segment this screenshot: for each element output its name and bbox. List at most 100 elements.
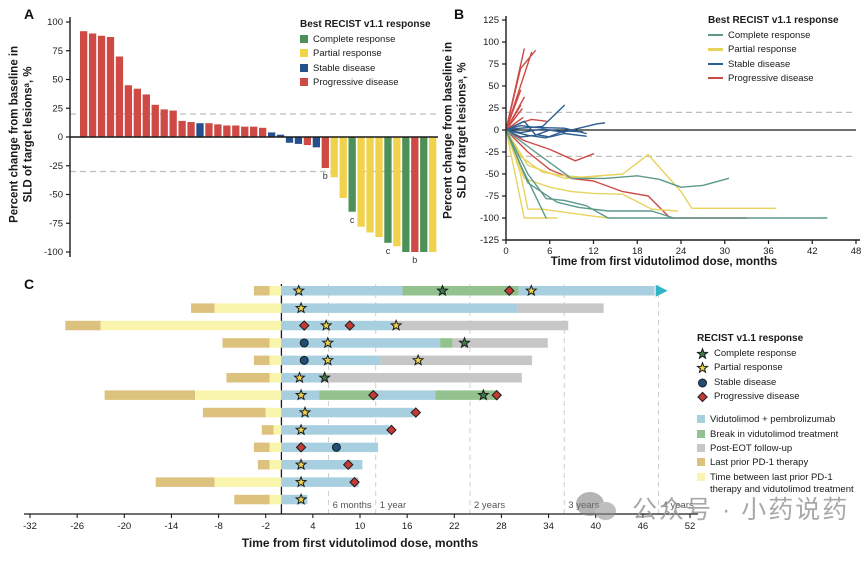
last-prior-pd1-therapy-swatch [697,458,705,467]
therapy-gap-bar [195,390,282,400]
milestone-label: 2 years [474,500,505,511]
waterfall-bar [375,137,383,238]
response-star-marker [298,405,312,418]
x-axis-tick-label: 0 [503,246,508,256]
response-star-marker [319,318,333,331]
panel-c-swimmer-plot: 6 months 1 year 2 years 3 years 4 years -32 -2… [23,284,698,532]
legend-title: RECIST v1.1 response [697,333,804,344]
waterfall-bar [402,137,410,252]
waterfall-bar [196,123,204,137]
waterfall-bar [178,120,186,137]
x-axis-tick-label: 52 [685,521,696,532]
waterfall-bars: b c c b [80,31,437,265]
y-axis-tick-label: 75 [52,46,63,57]
swimmer-row [155,475,360,488]
legend-label: Break in vidutolimod treatment [710,428,839,440]
response-star-marker [436,284,449,297]
y-axis-tick-label: -75 [49,218,63,229]
vidutolimod-treatment-bar [281,338,441,348]
bar-footnote-label: b [412,255,417,265]
waterfall-bar [285,137,294,143]
y-axis-tick-label: 25 [52,103,63,114]
progressive-disease-diamond-marker [298,320,310,331]
panel-c: C 6 months 1 year 2 years 3 years 4 years -32… [0,272,865,561]
post_eot-treatment-bar [452,338,548,348]
break-in-treatment-swatch [697,429,705,438]
response-line [505,129,609,219]
waterfall-bar [142,94,150,137]
waterfall-bar [429,137,437,252]
response-star-marker [292,284,306,297]
legend-marker-icon [697,391,708,403]
vidutolimod-treatment-bar [281,477,359,487]
waterfall-bar [259,127,267,137]
legend-item: Progressive disease [697,391,862,403]
response-line [505,129,679,212]
progressive-disease-diamond-marker [491,389,503,401]
legend-label: Complete response [728,30,811,41]
legend-item: Stable disease [300,63,431,75]
legend-label: Post-EOT follow-up [710,443,793,455]
legend-marker-icon [696,361,709,374]
vidutolimod-pembrolizumab-swatch [697,415,705,424]
waterfall-bar [106,36,115,138]
response-star-marker [321,353,335,366]
waterfall-bar [303,137,312,146]
therapy-gap-bar [269,338,282,348]
vidutolimod-treatment-bar [281,407,414,418]
therapy-gap-bar [214,303,282,313]
prior-pd1-therapy-bar [234,494,270,505]
legend-item: Post-EOT follow-up [697,443,862,455]
y-axis-tick-label: -50 [485,169,499,180]
y-axis-tick-label: -75 [485,191,499,202]
x-axis-tick-label: -2 [261,521,269,532]
progressive-disease-diamond-marker [349,476,360,488]
waterfall-bar [250,126,258,137]
legend-item: Vidutolimod + pembrolizumab [697,414,862,426]
x-axis-tick-label: 48 [851,246,862,256]
stable-disease-line-swatch [708,62,723,66]
legend-label: Stable disease [714,376,777,388]
break-treatment-bar [440,338,453,348]
legend-item: Partial response [696,361,862,374]
panel-a-y-axis-title: Percent change from baseline in SLD of t… [8,45,35,223]
legend-item: Partial response [708,44,839,56]
waterfall-bar [133,88,141,137]
post_eot-treatment-bar [517,303,604,313]
x-axis-tick-label: 16 [402,521,413,532]
waterfall-bar [115,56,124,137]
swimmer-row [191,301,604,314]
response-star-marker [321,336,335,349]
break-treatment-bar [435,390,499,400]
therapy-gap-bar [269,286,282,296]
waterfall-bar [267,132,276,137]
legend-label: Time between last prior PD-1 therapy and… [710,471,854,496]
swimmer-row [104,388,503,401]
prior-pd1-therapy-bar [155,477,215,487]
waterfall-bar [357,137,365,227]
x-axis-tick-label: 18 [632,246,643,256]
swimmer-row [253,442,379,453]
y-axis-tick-label: 0 [58,132,63,143]
bar-footnote-label: c [350,215,355,225]
response-star-marker [294,458,308,471]
legend-item: Stable disease [708,59,839,71]
swimmer-row [222,336,548,349]
milestone-label: 1 year [380,500,406,511]
post_eot-treatment-bar [322,373,522,383]
waterfall-bar [151,104,159,137]
waterfall-bar [420,137,428,252]
stable-disease-circle-marker [331,442,341,452]
x-axis-tick-label: -26 [70,521,84,532]
x-axis-tick-label: 46 [638,521,649,532]
panel-b-label: B [454,6,465,22]
legend-item: Complete response [300,34,431,46]
y-axis-tick-label: -125 [480,235,499,246]
response-line [505,129,777,210]
response-line [505,129,584,139]
vidutolimod-treatment-bar [281,442,379,453]
waterfall-bar [80,31,88,138]
time-between-therapies-swatch [697,472,705,481]
progressive-disease-diamond-marker [386,424,397,436]
legend-title: Best RECIST v1.1 response [300,19,431,30]
